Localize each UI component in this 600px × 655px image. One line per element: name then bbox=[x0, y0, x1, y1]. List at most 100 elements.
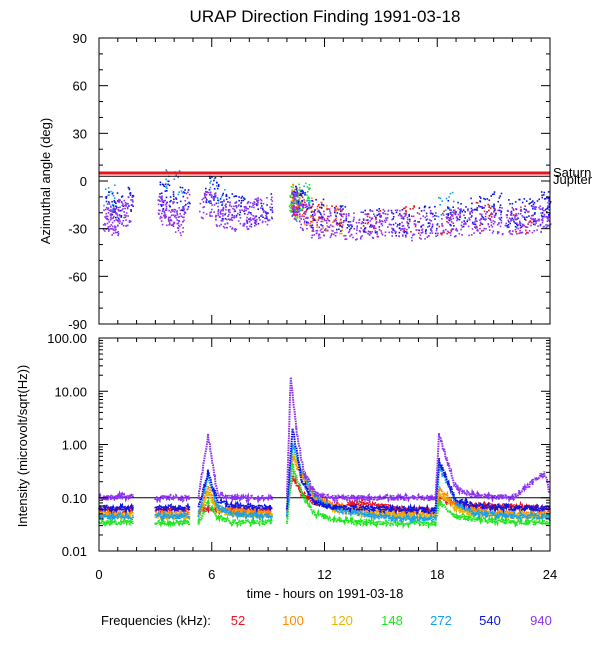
scatter-point bbox=[391, 235, 393, 237]
scatter-point bbox=[302, 192, 305, 194]
scatter-point bbox=[115, 212, 117, 215]
scatter-point bbox=[480, 214, 483, 217]
scatter-point bbox=[445, 197, 448, 200]
scatter-point bbox=[296, 195, 298, 198]
scatter-point bbox=[406, 222, 409, 224]
scatter-point bbox=[340, 209, 342, 211]
scatter-point bbox=[392, 216, 395, 218]
scatter-point bbox=[302, 190, 304, 193]
scatter-point bbox=[312, 203, 314, 205]
scatter-point bbox=[531, 231, 534, 234]
scatter-point bbox=[373, 227, 375, 230]
azimuth-plot-frame bbox=[98, 37, 551, 325]
scatter-point bbox=[452, 217, 455, 220]
scatter-point bbox=[202, 206, 204, 209]
scatter-point bbox=[338, 208, 340, 211]
scatter-point bbox=[307, 191, 309, 193]
scatter-point bbox=[221, 220, 224, 222]
scatter-point bbox=[159, 200, 161, 202]
scatter-point bbox=[380, 232, 383, 234]
scatter-point bbox=[240, 197, 243, 199]
scatter-point bbox=[290, 201, 293, 204]
scatter-point bbox=[327, 219, 330, 222]
scatter-point bbox=[123, 216, 125, 219]
scatter-point bbox=[110, 209, 112, 211]
scatter-point bbox=[221, 194, 224, 196]
scatter-point bbox=[352, 220, 355, 222]
scatter-point bbox=[121, 209, 123, 212]
scatter-point bbox=[290, 203, 293, 206]
scatter-point bbox=[333, 219, 336, 222]
scatter-point bbox=[417, 221, 419, 223]
scatter-point bbox=[358, 219, 361, 221]
scatter-point bbox=[534, 207, 536, 209]
scatter-point bbox=[360, 211, 362, 213]
scatter-point bbox=[301, 199, 303, 202]
scatter-point bbox=[402, 228, 404, 230]
scatter-point bbox=[373, 226, 376, 228]
scatter-point bbox=[449, 223, 451, 226]
scatter-point bbox=[313, 234, 315, 236]
scatter-point bbox=[254, 225, 256, 227]
scatter-point bbox=[115, 207, 118, 210]
scatter-point bbox=[516, 218, 518, 220]
scatter-point bbox=[130, 199, 132, 201]
scatter-point bbox=[221, 218, 224, 220]
scatter-point bbox=[519, 213, 522, 215]
scatter-point bbox=[361, 221, 364, 223]
scatter-point bbox=[235, 228, 238, 231]
scatter-point bbox=[232, 207, 234, 210]
scatter-point bbox=[487, 217, 490, 219]
scatter-point bbox=[221, 204, 223, 206]
scatter-point bbox=[253, 201, 256, 203]
scatter-point bbox=[179, 200, 182, 203]
scatter-point bbox=[214, 192, 217, 194]
scatter-point bbox=[321, 202, 323, 204]
scatter-point bbox=[114, 227, 116, 229]
scatter-point bbox=[233, 216, 235, 219]
scatter-point bbox=[111, 234, 113, 236]
scatter-point bbox=[304, 223, 306, 226]
scatter-point bbox=[252, 202, 254, 205]
scatter-point bbox=[112, 195, 115, 197]
scatter-point bbox=[170, 199, 172, 202]
scatter-point bbox=[538, 198, 540, 201]
scatter-point bbox=[460, 228, 462, 231]
scatter-point bbox=[494, 209, 497, 211]
scatter-point bbox=[519, 198, 521, 201]
scatter-point bbox=[363, 231, 365, 233]
scatter-point bbox=[161, 183, 164, 186]
scatter-point bbox=[114, 208, 117, 211]
scatter-point bbox=[217, 210, 219, 213]
scatter-point bbox=[107, 187, 110, 189]
scatter-point bbox=[239, 209, 241, 211]
scatter-point bbox=[455, 227, 458, 230]
scatter-point bbox=[379, 213, 381, 216]
scatter-point bbox=[437, 215, 440, 218]
scatter-point bbox=[213, 188, 216, 190]
scatter-point bbox=[235, 214, 238, 217]
scatter-point bbox=[113, 206, 115, 208]
scatter-point bbox=[453, 235, 456, 238]
scatter-point bbox=[159, 217, 161, 220]
scatter-point bbox=[221, 201, 223, 203]
scatter-point bbox=[127, 186, 130, 189]
scatter-point bbox=[410, 236, 413, 239]
scatter-point bbox=[309, 187, 311, 190]
scatter-point bbox=[430, 229, 432, 231]
scatter-point bbox=[340, 214, 343, 217]
scatter-point bbox=[528, 210, 530, 213]
scatter-point bbox=[517, 217, 519, 219]
scatter-point bbox=[334, 231, 336, 234]
scatter-point bbox=[425, 215, 428, 217]
scatter-point bbox=[166, 187, 168, 189]
scatter-point bbox=[406, 221, 408, 223]
scatter-point bbox=[209, 182, 211, 184]
scatter-point bbox=[423, 209, 425, 212]
scatter-point bbox=[371, 230, 373, 233]
scatter-point bbox=[306, 224, 308, 226]
scatter-point bbox=[340, 232, 343, 235]
scatter-point bbox=[499, 204, 502, 206]
scatter-point bbox=[161, 199, 163, 202]
scatter-point bbox=[229, 201, 231, 204]
